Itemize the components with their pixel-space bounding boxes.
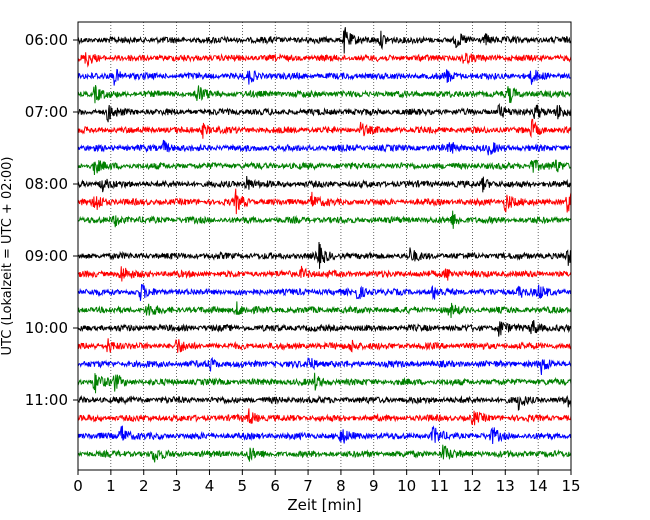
y-axis-title: UTC (Lokalzeit = UTC + 02:00) <box>0 157 15 356</box>
x-tick-label: 10 <box>397 477 416 495</box>
seismic-trace <box>77 52 572 68</box>
seismic-trace <box>77 283 572 301</box>
x-tick-label: 5 <box>238 477 248 495</box>
seismic-trace <box>77 68 572 86</box>
seismic-trace <box>77 27 572 54</box>
x-tick-label: 8 <box>336 477 346 495</box>
seismic-trace <box>77 210 572 229</box>
y-tick-label: 07:00 <box>25 103 68 121</box>
seismic-trace <box>77 188 572 215</box>
y-tick-label: 08:00 <box>25 175 68 193</box>
seismic-trace <box>77 338 572 353</box>
seismic-trace <box>77 85 572 104</box>
x-tick-label: 11 <box>430 477 449 495</box>
seismic-trace <box>77 356 572 376</box>
x-axis: 0 1 2 3 4 5 6 7 8 9 10 11 12 13 14 15 <box>73 470 581 495</box>
seismic-trace <box>77 444 572 463</box>
seismic-trace <box>77 102 572 123</box>
seismic-trace <box>77 408 572 426</box>
x-tick-label: 9 <box>369 477 379 495</box>
x-tick-label: 7 <box>303 477 313 495</box>
x-tick-label: 3 <box>172 477 182 495</box>
y-tick-label: 06:00 <box>25 31 68 49</box>
seismic-trace <box>77 176 572 193</box>
x-tick-label: 2 <box>139 477 149 495</box>
seismic-trace <box>77 425 572 444</box>
grid-lines <box>110 22 539 470</box>
x-tick-label: 1 <box>106 477 116 495</box>
seismic-trace <box>77 159 572 175</box>
seismic-trace <box>77 118 572 139</box>
y-tick-label: 10:00 <box>25 319 68 337</box>
x-tick-label: 15 <box>561 477 580 495</box>
x-axis-title: Zeit [min] <box>287 496 361 514</box>
seismic-trace <box>77 372 572 394</box>
y-tick-label: 09:00 <box>25 247 68 265</box>
plot-frame <box>77 21 572 471</box>
seismic-trace <box>77 301 572 318</box>
x-tick-label: 0 <box>73 477 83 495</box>
seismic-trace <box>77 319 572 337</box>
trace-group <box>77 27 572 463</box>
seismic-trace <box>77 241 572 269</box>
y-tick-label: 11:00 <box>25 391 68 409</box>
seismic-trace <box>77 139 572 156</box>
y-axis: 06:00 07:00 08:00 09:00 10:00 11:00 <box>25 31 78 409</box>
x-tick-label: 12 <box>463 477 482 495</box>
x-tick-label: 4 <box>205 477 215 495</box>
x-tick-label: 6 <box>270 477 280 495</box>
x-tick-label: 14 <box>529 477 548 495</box>
seismic-trace <box>77 394 572 411</box>
seismic-trace <box>77 265 572 282</box>
x-tick-label: 13 <box>496 477 515 495</box>
